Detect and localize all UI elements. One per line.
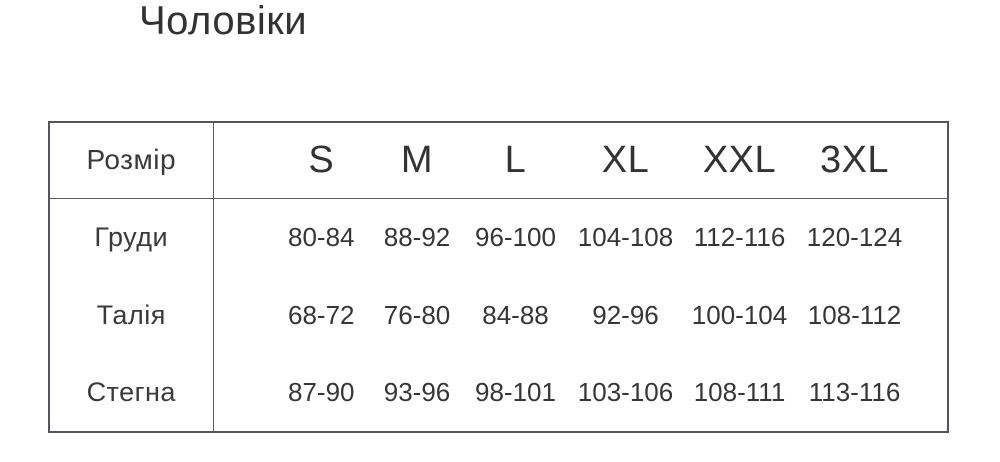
cell-waist-xl: 92-96 [592, 299, 659, 330]
cell-waist-xxl: 100-104 [691, 299, 788, 330]
column-header-size: Розмір [49, 122, 214, 199]
cell-chest-l: 96-100 [475, 221, 556, 252]
table-row-waist: Талія 68-72 76-80 84-88 92-96 100-104 10… [49, 276, 948, 354]
cell-hips-s: 87-90 [288, 377, 355, 407]
cell-chest-m: 88-92 [383, 221, 451, 252]
cell-hips-xxl: 108-111 [693, 377, 786, 407]
cell-chest-3xl: 120-124 [806, 221, 903, 252]
cell-chest-xxl: 112-116 [693, 221, 786, 252]
column-header-s: S [213, 122, 371, 199]
row-label-hips: Стегна [49, 354, 214, 432]
size-table: Розмір S M L XL XXL 3XL Груди 80-84 88-9… [48, 121, 949, 433]
cell-waist-l: 84-88 [482, 299, 549, 330]
column-header-3xl: 3XL [796, 122, 948, 199]
row-label-chest: Груди [49, 198, 214, 276]
page-title: Чоловіки [139, 0, 308, 43]
table-row-chest: Груди 80-84 88-92 96-100 104-108 112-116… [49, 198, 948, 276]
column-header-xxl: XXL [683, 122, 796, 199]
column-header-l: L [463, 122, 568, 199]
table-row-hips: Стегна 87-90 93-96 98-101 103-106 108-11… [49, 354, 948, 432]
cell-hips-m: 93-96 [383, 377, 451, 407]
row-label-waist: Талія [49, 276, 214, 354]
column-header-xl: XL [568, 122, 683, 199]
cell-hips-3xl: 113-116 [808, 377, 901, 407]
cell-chest-s: 80-84 [288, 221, 355, 252]
cell-hips-l: 98-101 [475, 377, 556, 407]
cell-hips-xl: 103-106 [577, 377, 674, 407]
column-header-m: M [371, 122, 463, 199]
cell-waist-s: 68-72 [288, 299, 355, 330]
cell-chest-xl: 104-108 [577, 221, 674, 252]
table-header-row: Розмір S M L XL XXL 3XL [49, 122, 948, 199]
cell-waist-3xl: 108-112 [807, 299, 902, 330]
cell-waist-m: 76-80 [383, 299, 451, 330]
